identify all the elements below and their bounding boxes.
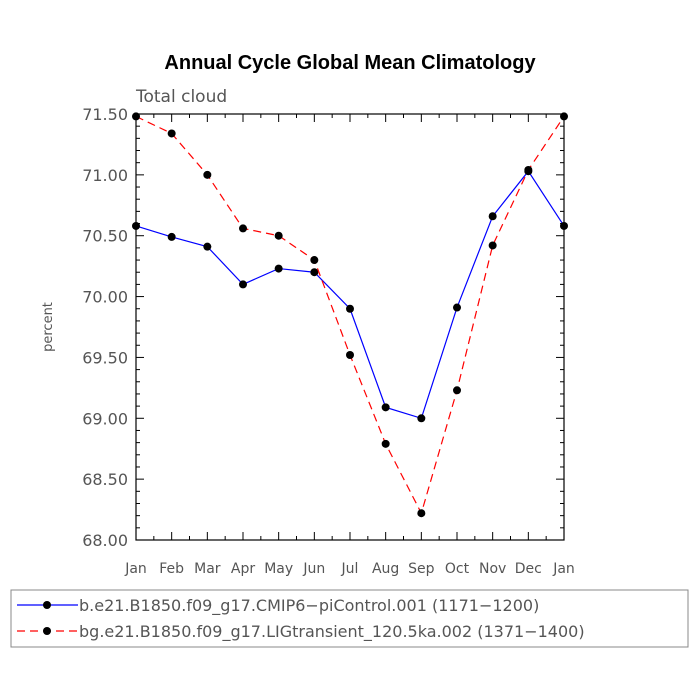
series-1-point: [346, 304, 354, 313]
legend-marker-2: [43, 627, 51, 635]
series-line-1: [135, 170, 565, 420]
series-1-point: [453, 303, 461, 312]
y-tick-label: 69.50: [82, 348, 128, 367]
legend-marker-1: [43, 601, 51, 609]
x-tick-label: Oct: [445, 561, 470, 577]
x-tick-label: Dec: [515, 561, 542, 577]
y-tick-label: 68.50: [82, 470, 128, 489]
series-2-point: [346, 350, 354, 359]
series-1-point: [417, 414, 426, 423]
series-1-point: [239, 280, 247, 289]
y-tick-label: 70.50: [82, 227, 128, 246]
series-1-point: [167, 232, 176, 241]
legend: b.e21.B1850.f09_g17.CMIP6−piControl.001 …: [10, 589, 689, 648]
y-axis-label: percent: [41, 302, 56, 352]
chart-subtitle: Total cloud: [135, 87, 227, 107]
x-tick-label: Apr: [231, 561, 255, 577]
x-tick-label: Sep: [408, 561, 435, 577]
series-1-point: [560, 221, 568, 230]
series-2-point: [524, 165, 533, 174]
y-tick-label: 69.00: [82, 409, 128, 428]
series-2-point: [310, 256, 319, 265]
series-2-point: [132, 112, 140, 121]
legend-label-2: bg.e21.B1850.f09_g17.LIGtransient_120.5k…: [79, 622, 585, 642]
series-1-point: [274, 264, 283, 273]
legend-box: [10, 589, 689, 648]
x-tick-label: Jan: [552, 561, 575, 577]
chart-title: Annual Cycle Global Mean Climatology: [164, 52, 536, 74]
x-tick-label: Feb: [159, 561, 184, 577]
x-tick-label: Jun: [302, 561, 325, 577]
series-1-point: [132, 221, 140, 230]
series-layer: [132, 112, 568, 518]
x-tick-label: May: [264, 561, 293, 577]
series-2-point: [488, 241, 497, 250]
x-tick-label: Mar: [194, 561, 221, 577]
series-2-point: [274, 231, 283, 240]
series-2-point: [167, 129, 176, 138]
series-1-point: [310, 268, 319, 277]
y-tick-label: 71.50: [82, 105, 128, 124]
axes-layer: 68.00 68.50 69.00 69.50 70.00 70.50 71.00 71.50…: [82, 105, 575, 577]
series-1-point: [381, 403, 390, 412]
plot-frame: [135, 113, 565, 541]
x-tick-label: Aug: [372, 561, 399, 577]
series-2-point: [203, 170, 212, 179]
y-tick-label: 68.00: [82, 531, 128, 550]
series-1-point: [203, 242, 212, 251]
series-2-point: [453, 386, 461, 395]
y-tick-label: 71.00: [82, 166, 128, 185]
series-line-2: [135, 115, 565, 515]
series-2-point: [417, 509, 426, 518]
series-2-point: [560, 112, 568, 121]
legend-label-1: b.e21.B1850.f09_g17.CMIP6−piControl.001 …: [79, 596, 539, 616]
x-tick-label: Nov: [479, 561, 506, 577]
x-tick-label: Jul: [341, 561, 359, 577]
y-tick-label: 70.00: [82, 288, 128, 307]
x-tick-label: Jan: [124, 561, 147, 577]
series-2-point: [381, 439, 390, 448]
series-2-point: [239, 224, 247, 233]
series-1-point: [488, 212, 497, 221]
